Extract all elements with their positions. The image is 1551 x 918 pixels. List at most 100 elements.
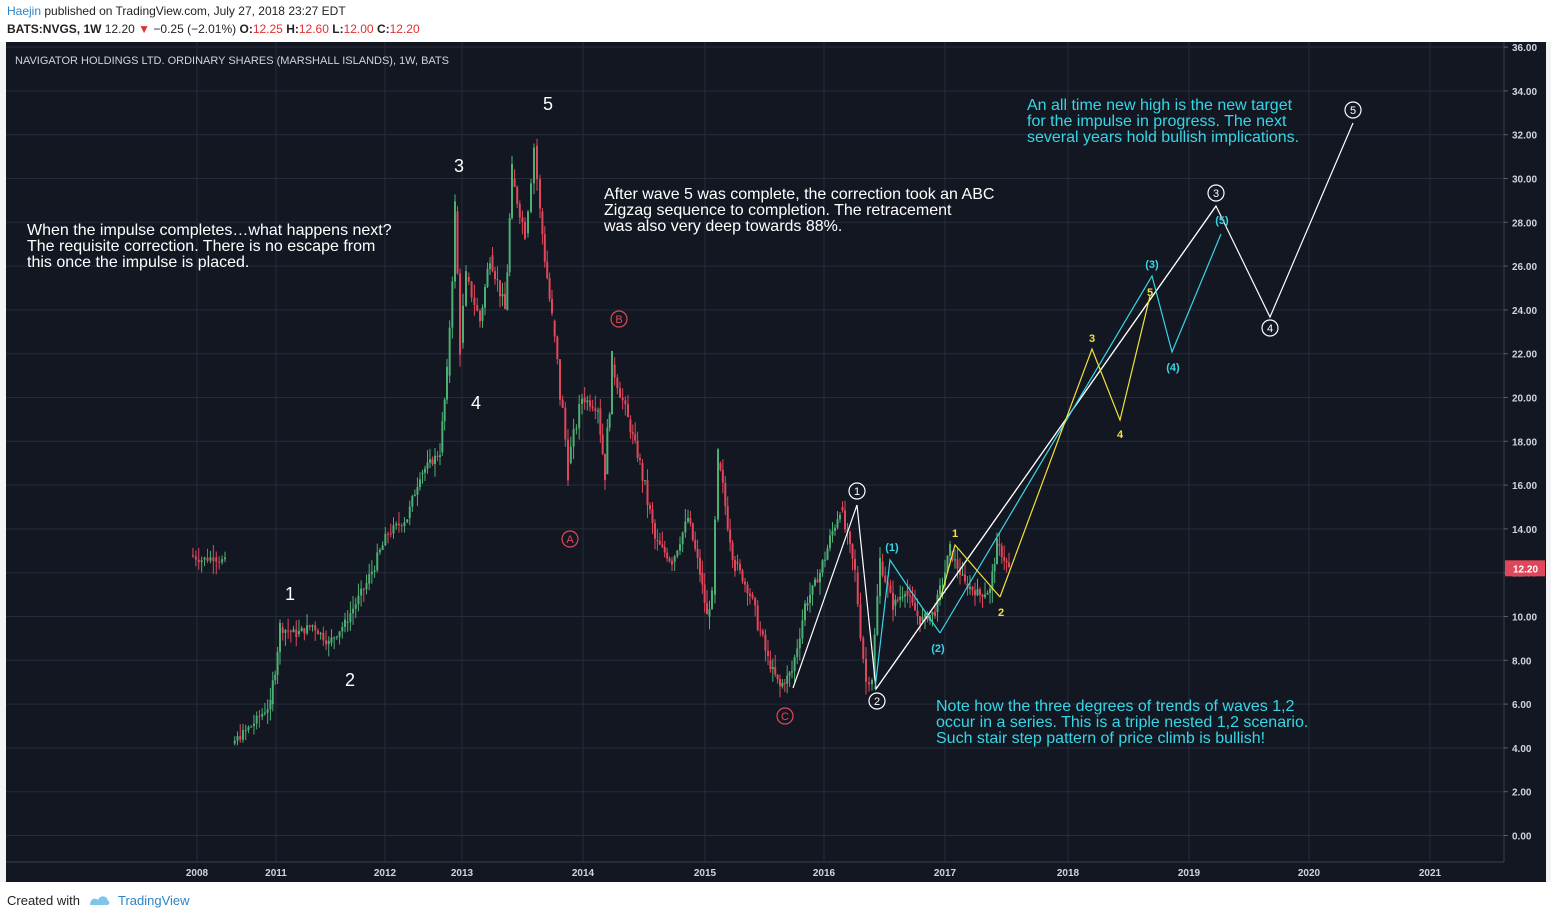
candle-body [373,570,376,572]
candle-body [811,585,814,595]
candle-body [819,572,821,583]
candle-body [904,594,906,597]
wave-label-paren-2: (2) [931,643,945,655]
candle-body [252,723,255,726]
candle-body [513,178,516,187]
candle-body [749,593,751,596]
y-tick-label: 28.00 [1512,218,1537,229]
candle-body [289,631,292,633]
candle-body [691,523,694,541]
candle-body [741,570,744,582]
candle-body [658,540,661,545]
candle-body [606,427,609,475]
candle-body [303,628,306,634]
wave-label-paren-1: (1) [885,542,899,554]
y-tick-label: 30.00 [1512,175,1537,186]
candle-body [274,674,277,681]
candle-body [721,469,724,483]
candle-body [258,715,261,717]
candle-body [597,410,599,412]
candle-body [666,552,669,559]
x-tick-label: 2008 [186,868,209,879]
tradingview-brand-link[interactable]: TradingView [118,893,190,908]
candle-body [530,183,532,212]
low-label: L: [332,22,344,36]
candle-body [392,525,395,534]
y-axis-band [1504,42,1546,882]
candle-body [365,583,368,590]
annotation-line: was also very deep towards 88%. [603,218,842,235]
candle-body [221,559,224,563]
wave-label-minor-3: 3 [1089,333,1095,345]
candle-body [926,613,929,621]
candle-body [541,211,544,235]
candle-body [608,414,611,428]
y-tick-label: 24.00 [1512,306,1537,317]
tradingview-logo-icon [90,896,110,905]
candle-body [543,234,546,262]
candle-body [919,616,921,625]
candle-body [641,463,644,481]
candle-body [470,281,473,298]
candle-body [673,556,676,562]
candle-body [354,604,357,609]
annotation-line: several years hold bullish implications. [1027,129,1299,146]
candle-body [567,439,569,481]
wave-label-minor-5: 5 [1147,287,1153,299]
candle-body [496,279,499,281]
candle-body [826,548,829,560]
candle-body [724,482,727,507]
candle-body [687,517,689,522]
wave-label-paren-4: (4) [1166,362,1180,374]
candle-body [651,509,654,524]
candle-body [884,575,887,582]
author-link[interactable]: Haejin [7,4,42,18]
chart-panel[interactable]: 2008 2011 2012 2013 2014 2015 2016 2017 2018 2019… [6,42,1546,882]
candle-body [561,399,564,408]
candle-body [629,419,632,433]
candle-body [429,459,431,463]
candle-body [739,563,741,571]
candles [191,138,1010,746]
candle-body [873,634,876,678]
y-tick-label: 6.00 [1512,700,1532,711]
candle-body [456,211,459,274]
candle-body [654,523,656,539]
candle-body [376,552,379,571]
candle-body [263,712,266,714]
candle-body [989,588,991,594]
candle-body [971,586,974,591]
candle-body [627,404,629,418]
candle-body [974,590,976,596]
candle-body [368,574,371,584]
x-tick-label: 2015 [694,868,717,879]
candle-body [798,638,801,649]
candle-body [462,305,464,343]
candle-body [836,519,839,528]
candle-body [387,533,389,535]
x-tick-label: 2013 [451,868,474,879]
candle-body [479,310,481,322]
candle-body [668,558,671,561]
x-axis-band [6,862,1506,882]
candle-body [255,715,258,724]
candle-body [465,271,467,306]
candle-body [868,682,870,685]
candle-body [499,280,501,297]
candle-body [1005,560,1008,563]
candle-body [341,626,344,632]
candle-body [911,596,914,603]
candle-body [936,594,939,613]
candle-body [436,455,439,457]
candle-body [546,261,549,279]
candle-body [352,608,355,614]
grid [6,42,1504,862]
candle-body [295,629,298,638]
candle-body [424,468,426,473]
candle-body [506,272,509,310]
candle-body [634,434,637,441]
price-chart[interactable]: 2008 2011 2012 2013 2014 2015 2016 2017 2018 2019… [6,42,1546,882]
y-axis: 0.002.004.006.008.0010.0012.0014.0016.00… [6,42,1546,882]
candle-body [839,514,841,520]
annotation-line: Note how the three degrees of trends of … [936,698,1295,715]
